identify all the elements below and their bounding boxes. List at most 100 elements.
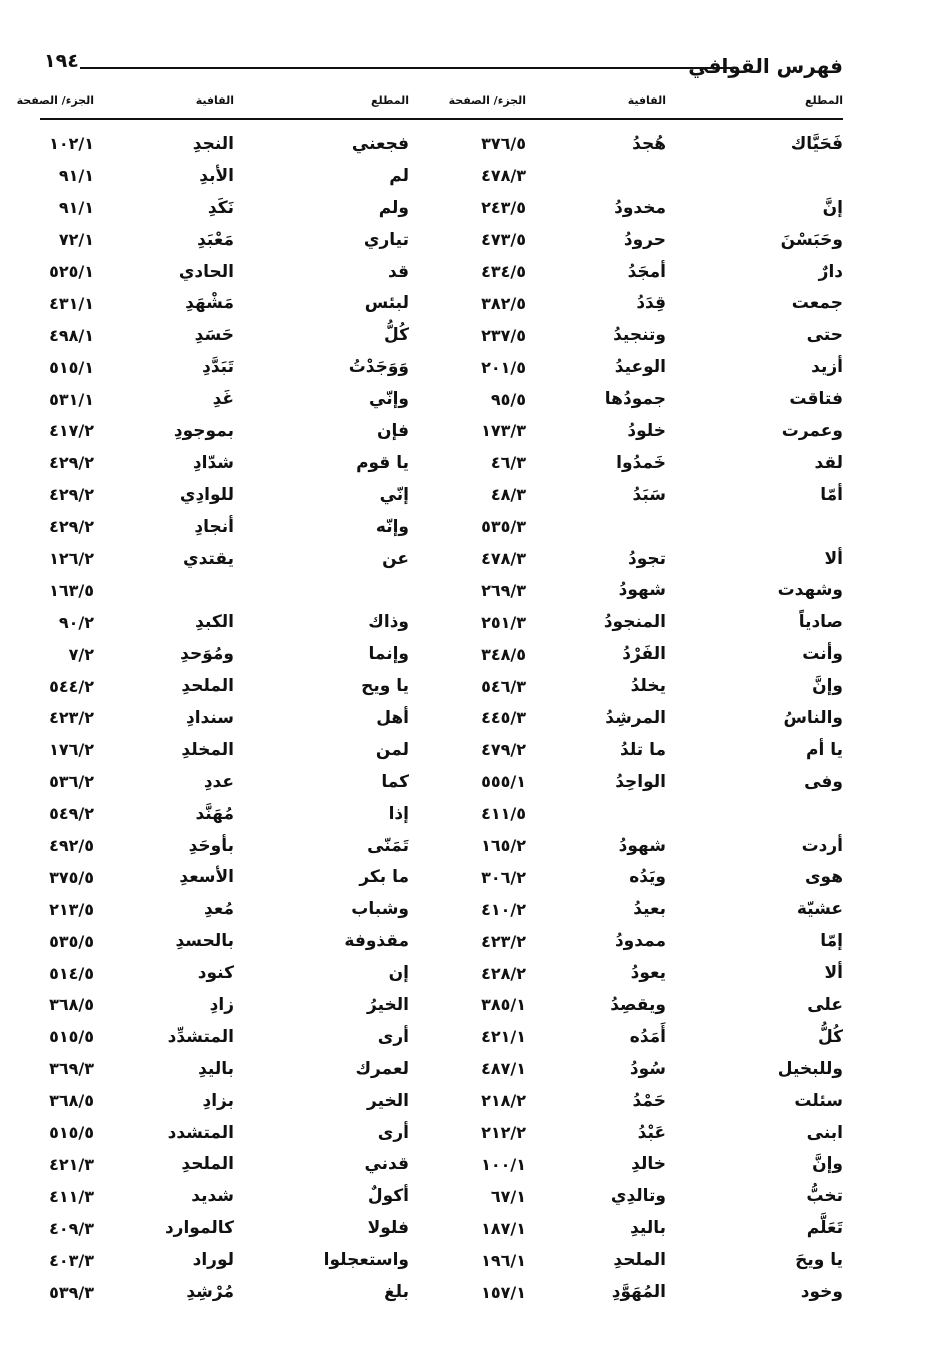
cell-volume-page: ٢٠١/٥ xyxy=(481,357,526,377)
cell-rhyme: يقتدي xyxy=(183,548,234,569)
cell-rhyme: سندادِ xyxy=(185,707,234,728)
cell-opening: لمن xyxy=(375,739,409,760)
cell-rhyme: ما تلدُ xyxy=(620,739,666,760)
cell-volume-page: ٧/٢ xyxy=(68,644,94,664)
cell-opening: وشهدت xyxy=(777,580,843,601)
cell-volume-page: ٤٤٥/٣ xyxy=(481,708,526,728)
cell-rhyme: خالدِ xyxy=(631,1154,666,1175)
cell-opening: فلولا xyxy=(367,1218,409,1239)
col-header-opening: المطلع xyxy=(371,94,409,107)
cell-volume-page: ٤٣٤/٥ xyxy=(481,262,526,281)
cell-opening: واستعجلوا xyxy=(323,1250,409,1271)
table-row: عشيّة بعيدُ ٤١٠/٢ وشباب مُعدِ ٢١٣/٥ xyxy=(40,893,843,925)
table-row: ٤٧٨/٣ لم الأبدِ ٩١/١ xyxy=(40,160,843,192)
table-row: وإنَّ خالدِ ١٠٠/١ قدني الملحدِ ٤٢١/٣ xyxy=(40,1149,843,1181)
cell-volume-page: ٦٧/١ xyxy=(490,1186,526,1206)
cell-rhyme: بأوحَدِ xyxy=(188,835,234,856)
cell-volume-page: ٤٩٨/١ xyxy=(49,325,94,345)
cell-volume-page: ٤٠٩/٣ xyxy=(49,1218,94,1238)
table-row: أزيد الوعيدُ ٢٠١/٥ وَوَجَدْتُ تَبَدَّدِ ٥١٥/١ xyxy=(40,351,843,383)
cell-opening: عشيّة xyxy=(796,899,843,920)
cell-opening: أكولٌ xyxy=(367,1186,409,1207)
cell-opening: عن xyxy=(382,548,409,569)
cell-opening: وأنت xyxy=(802,644,843,665)
cell-rhyme: الملحدِ xyxy=(181,676,234,697)
table-row: وحَبَسْنَ حرودُ ٤٧٣/٥ تياري مَعْبَدِ ٧٢/١ xyxy=(40,224,843,256)
cell-volume-page: ٤١٧/٢ xyxy=(49,421,94,441)
cell-opening: فإن xyxy=(376,420,409,441)
cell-opening: فَحَيَّاك xyxy=(790,133,843,154)
cell-rhyme: الفَرْدُ xyxy=(622,644,666,665)
cell-rhyme: مُرْشِدِ xyxy=(186,1282,234,1302)
cell-volume-page: ١٨٧/١ xyxy=(481,1218,526,1238)
cell-rhyme: المرشِدُ xyxy=(605,707,666,728)
cell-rhyme: ومُوَحدِ xyxy=(180,644,234,665)
cell-opening: تخبُّ xyxy=(806,1186,843,1207)
cell-rhyme: المنجودُ xyxy=(603,612,666,633)
cell-volume-page: ٣٨٥/١ xyxy=(481,995,526,1015)
cell-opening: فتاقت xyxy=(789,389,843,410)
cell-opening: وذاك xyxy=(368,612,409,633)
cell-rhyme: سُودُ xyxy=(629,1058,666,1079)
cell-volume-page: ٤١٠/٢ xyxy=(481,899,526,919)
cell-volume-page: ١٧٣/٣ xyxy=(481,421,526,441)
cell-volume-page: ٥٤٩/٢ xyxy=(49,804,94,824)
cell-volume-page: ٤٧٣/٥ xyxy=(481,230,526,250)
table-row: إنَّ مخدودُ ٢٤٣/٥ ولم نَكَدِ ٩١/١ xyxy=(40,192,843,224)
cell-rhyme: بزادِ xyxy=(202,1090,234,1111)
cell-volume-page: ٣٧٥/٥ xyxy=(49,867,94,887)
cell-opening: يا أم xyxy=(806,739,843,760)
cell-opening: سئلت xyxy=(794,1090,843,1111)
cell-rhyme: الأبدِ xyxy=(199,165,234,186)
cell-rhyme: مَعْبَدِ xyxy=(197,229,234,250)
cell-rhyme: جمودُها xyxy=(604,389,666,410)
cell-opening: وخود xyxy=(800,1282,843,1302)
cell-rhyme: أَمَدُه xyxy=(629,1026,666,1047)
table-row: على ويقصِدُ ٣٨٥/١ الخيرُ زادِ ٣٦٨/٥ xyxy=(40,989,843,1021)
cell-opening: وإنّه xyxy=(375,516,409,537)
cell-rhyme: مُعدِ xyxy=(204,899,234,920)
cell-opening: لم xyxy=(389,165,409,186)
cell-opening: ألا xyxy=(824,963,844,984)
header-rule xyxy=(80,67,738,69)
table-row: جمعت قِدَدُ ٣٨٢/٥ لبئس مَشْهَدِ ٤٣١/١ xyxy=(40,287,843,319)
cell-volume-page: ٢١٣/٥ xyxy=(49,899,94,919)
cell-volume-page: ٣٦٨/٥ xyxy=(49,1091,94,1111)
table-row: ٥٣٥/٣ وإنّه أنجادِ ٤٢٩/٢ xyxy=(40,511,843,543)
cell-opening: هوى xyxy=(804,867,843,888)
table-row: كُلُّ أَمَدُه ٤٢١/١ أرى المتشدِّد ٥١٥/٥ xyxy=(40,1021,843,1053)
cell-rhyme: هُجدُ xyxy=(632,133,666,154)
cell-volume-page: ٩٥/٥ xyxy=(490,389,526,409)
cell-rhyme: للوادِي xyxy=(179,484,234,505)
cell-opening: قد xyxy=(388,261,409,282)
cell-opening: جمعت xyxy=(791,293,843,314)
table-row: فَحَيَّاك هُجدُ ٣٧٦/٥ فجعني النجدِ ١٠٢/١ xyxy=(40,128,843,160)
cell-volume-page: ٤٩٢/٥ xyxy=(49,836,94,856)
cell-opening: مقذوفة xyxy=(344,931,409,952)
cell-rhyme: تجودُ xyxy=(627,548,666,569)
cell-rhyme: قِدَدُ xyxy=(636,293,666,314)
cell-rhyme: بموجودِ xyxy=(173,420,234,441)
cell-volume-page: ٥٣٥/٥ xyxy=(49,931,94,951)
cell-volume-page: ٣٠٦/٢ xyxy=(481,867,526,887)
cell-rhyme: النجدِ xyxy=(192,133,234,154)
cell-volume-page: ٢٦٩/٣ xyxy=(481,580,526,600)
table-row: وخود المُهَوَّدِ ١٥٧/١ بلغ مُرْشِدِ ٥٣٩/٣ xyxy=(40,1276,843,1308)
cell-volume-page: ٢٥١/٣ xyxy=(481,612,526,632)
cell-volume-page: ٥٤٤/٢ xyxy=(49,676,94,696)
cell-volume-page: ٥١٤/٥ xyxy=(49,963,94,983)
cell-volume-page: ٤٢٣/٢ xyxy=(481,931,526,951)
table-row: ٤١١/٥ إذا مُهَنَّد ٥٤٩/٢ xyxy=(40,798,843,830)
cell-rhyme: حَسَدِ xyxy=(194,325,234,346)
cell-rhyme: شدّادِ xyxy=(192,452,234,473)
table-row: إمّا ممدودُ ٤٢٣/٢ مقذوفة بالحسدِ ٥٣٥/٥ xyxy=(40,925,843,957)
table-row: صادياً المنجودُ ٢٥١/٣ وذاك الكبدِ ٩٠/٢ xyxy=(40,606,843,638)
cell-rhyme: المتشدِّد xyxy=(167,1026,234,1047)
col-header-opening: المطلع xyxy=(805,94,843,107)
column-headers: المطلع القافية الجزء/ الصفحة المطلع القا… xyxy=(17,94,843,120)
cell-rhyme: الكبدِ xyxy=(195,612,234,633)
cell-volume-page: ٥١٥/١ xyxy=(49,357,94,377)
cell-rhyme: مَشْهَدِ xyxy=(185,293,234,314)
cell-rhyme: خَمدُوا xyxy=(616,452,666,473)
cell-volume-page: ١٠٠/١ xyxy=(481,1154,526,1174)
